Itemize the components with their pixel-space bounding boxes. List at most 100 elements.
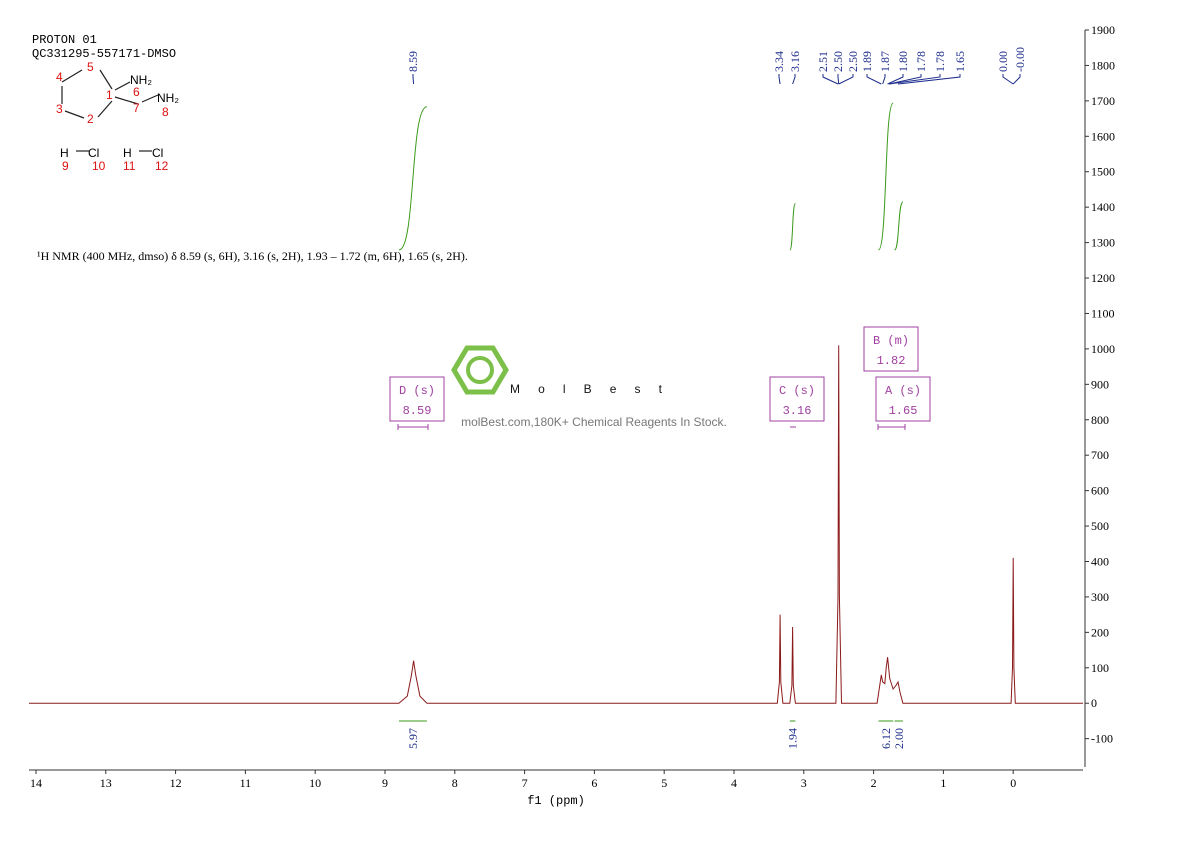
y-tick-label: 0	[1091, 696, 1097, 710]
atom-label: Cl	[88, 146, 99, 160]
peak-pointer	[1012, 74, 1021, 85]
peak-label: 2.50	[846, 51, 860, 72]
peak-pointer	[887, 74, 904, 85]
y-tick-label: 1100	[1091, 306, 1115, 320]
peak-pointer	[838, 74, 854, 85]
peak-label: 1.89	[860, 51, 874, 72]
y-tick-label: 1900	[1091, 23, 1115, 37]
atom-number: 1	[106, 88, 113, 102]
y-tick-label: 200	[1091, 625, 1109, 639]
atom-number: 7	[133, 101, 140, 115]
atom-label: Cl	[152, 146, 163, 160]
peak-label: 1.80	[896, 51, 910, 72]
peak-pointer	[792, 74, 796, 85]
atom-number: 9	[62, 159, 69, 173]
multiplet-box	[875, 376, 931, 422]
x-tick-label: 10	[309, 776, 321, 790]
x-tick-label: 13	[100, 776, 112, 790]
x-tick-label: 0	[1010, 776, 1016, 790]
x-tick-label: 3	[801, 776, 807, 790]
atom-number: 4	[56, 70, 63, 84]
watermark-logo	[451, 345, 509, 395]
atom-number: 3	[56, 102, 63, 116]
integral-curve	[894, 201, 904, 251]
x-tick-label: 6	[591, 776, 597, 790]
peak-label: 3.34	[772, 51, 786, 72]
peak-label: 1.65	[953, 51, 967, 72]
multiplet-shift: 3.16	[783, 404, 812, 418]
atom-label: H	[60, 146, 69, 160]
integral-label: 6.12	[879, 728, 893, 749]
multiplet-box	[769, 376, 825, 422]
atom-number: 6	[133, 85, 140, 99]
peak-pointer	[837, 74, 840, 85]
x-tick-label: 11	[240, 776, 252, 790]
y-tick-label: 400	[1091, 554, 1109, 568]
atom-label: NH₂	[157, 91, 179, 105]
atom-label: H	[123, 146, 132, 160]
y-tick-label: 1400	[1091, 200, 1115, 214]
atom-label: NH₂	[130, 73, 152, 87]
y-tick-label: 800	[1091, 413, 1109, 427]
integral-curve	[789, 202, 796, 251]
x-tick-label: 14	[30, 776, 42, 790]
y-tick-label: 600	[1091, 484, 1109, 498]
multiplet-shift: 8.59	[403, 404, 432, 418]
peak-label: 0.00	[996, 51, 1010, 72]
x-tick-label: 12	[170, 776, 182, 790]
header-line: QC331295-557171-DMSO	[32, 47, 176, 61]
atom-number: 10	[92, 159, 106, 173]
multiplet-name: A (s)	[885, 384, 921, 398]
nmr-description: ¹H NMR (400 MHz, dmso) δ 8.59 (s, 6H), 3…	[37, 249, 468, 263]
x-tick-label: 4	[731, 776, 737, 790]
x-axis-label: f1 (ppm)	[527, 794, 585, 808]
y-tick-label: 1800	[1091, 58, 1115, 72]
atom-number: 11	[123, 159, 136, 173]
y-tick-label: 500	[1091, 519, 1109, 533]
peak-label: 3.16	[788, 51, 802, 72]
header-line: PROTON 01	[32, 33, 97, 47]
structure-bonds	[61, 69, 159, 152]
peak-label: 1.87	[878, 51, 892, 72]
atom-number: 8	[162, 105, 169, 119]
y-tick-label: 1200	[1091, 271, 1115, 285]
peak-label: 2.51	[816, 51, 830, 72]
peak-label: 8.59	[406, 51, 420, 72]
multiplet-box	[863, 326, 919, 372]
peak-pointer	[822, 74, 839, 85]
x-tick-label: 9	[382, 776, 388, 790]
multiplet-name: D (s)	[399, 384, 435, 398]
multiplet-shift: 1.65	[889, 404, 918, 418]
y-tick-label: 1600	[1091, 129, 1115, 143]
x-tick-label: 5	[661, 776, 667, 790]
peak-pointer	[888, 74, 941, 85]
integral-curve	[878, 102, 894, 251]
integral-label: 1.94	[786, 728, 800, 749]
watermark-brand: MolBest	[510, 382, 663, 396]
y-tick-label: 300	[1091, 590, 1109, 604]
y-tick-label: 1500	[1091, 165, 1115, 179]
integral-curve	[398, 106, 428, 251]
atom-number: 2	[87, 112, 94, 126]
x-tick-label: 7	[522, 776, 528, 790]
peak-pointer	[1002, 74, 1014, 85]
watermark-tagline: molBest.com,180K+ Chemical Reagents In S…	[461, 415, 727, 429]
y-tick-label: 1300	[1091, 236, 1115, 250]
peak-pointer	[412, 74, 415, 85]
peak-pointer	[897, 74, 961, 85]
y-tick-label: 100	[1091, 661, 1109, 675]
x-tick-label: 8	[452, 776, 458, 790]
integral-label: 2.00	[892, 728, 906, 749]
multiplet-shift: 1.82	[877, 354, 906, 368]
integral-label: 5.97	[406, 728, 420, 749]
peak-label: -0.00	[1013, 47, 1027, 72]
peak-pointer	[888, 74, 922, 85]
peak-pointer	[866, 74, 882, 85]
y-tick-label: 700	[1091, 448, 1109, 462]
multiplet-ranges	[397, 424, 906, 430]
peak-label: 1.78	[933, 51, 947, 72]
spectrum-line	[29, 345, 1083, 704]
x-tick-label: 2	[871, 776, 877, 790]
atom-number: 5	[87, 60, 94, 74]
